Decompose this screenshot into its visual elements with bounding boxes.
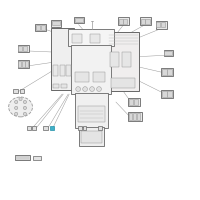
Circle shape (15, 100, 18, 104)
Bar (164, 51, 172, 55)
Bar (108, 32, 139, 91)
Bar (78, 106, 105, 122)
Bar (13, 89, 18, 93)
Circle shape (23, 106, 27, 110)
Bar (51, 28, 74, 90)
Bar (23, 46, 27, 51)
Bar (25, 61, 28, 67)
Bar (134, 99, 138, 105)
Bar (75, 93, 108, 128)
Circle shape (19, 97, 22, 101)
Bar (68, 29, 114, 46)
Bar (72, 34, 82, 43)
Bar (156, 22, 160, 27)
Bar (110, 52, 119, 67)
Bar (90, 34, 100, 43)
Bar (137, 113, 140, 120)
Bar (162, 69, 167, 75)
Bar (52, 21, 60, 25)
Bar (161, 68, 173, 76)
Bar (118, 17, 129, 25)
Bar (60, 65, 65, 76)
Circle shape (23, 100, 27, 104)
Bar (43, 126, 48, 130)
Bar (81, 131, 102, 143)
Bar (75, 18, 83, 22)
Bar (36, 25, 40, 30)
Bar (156, 21, 167, 28)
Circle shape (90, 87, 94, 91)
Bar (167, 91, 172, 97)
Bar (111, 78, 135, 88)
Bar (78, 126, 82, 130)
Bar (122, 52, 131, 67)
Circle shape (23, 112, 27, 115)
Bar (50, 126, 54, 130)
Bar (27, 126, 31, 130)
Bar (119, 19, 123, 24)
Bar (83, 126, 86, 130)
Bar (18, 60, 29, 68)
Bar (41, 25, 45, 30)
Bar (145, 19, 150, 24)
Bar (20, 89, 24, 93)
Bar (18, 46, 22, 51)
Bar (53, 65, 58, 76)
Bar (33, 156, 41, 160)
Bar (123, 19, 127, 24)
Bar (32, 126, 36, 130)
Bar (98, 126, 102, 130)
Bar (140, 17, 151, 25)
Bar (79, 127, 104, 146)
Bar (161, 22, 165, 27)
Bar (129, 99, 133, 105)
Circle shape (97, 87, 101, 91)
Bar (161, 90, 173, 98)
Bar (53, 84, 59, 88)
Bar (133, 113, 136, 120)
Bar (162, 91, 167, 97)
Bar (18, 61, 21, 67)
Bar (61, 84, 67, 88)
Bar (35, 24, 46, 31)
Circle shape (15, 112, 18, 115)
Bar (164, 50, 173, 56)
Bar (51, 20, 61, 27)
Bar (141, 19, 145, 24)
Bar (128, 98, 140, 106)
Bar (66, 65, 71, 76)
Bar (129, 113, 132, 120)
Ellipse shape (9, 97, 32, 117)
Circle shape (76, 87, 81, 91)
Bar (74, 17, 84, 23)
Bar (128, 112, 142, 121)
Circle shape (15, 106, 18, 110)
Bar (75, 72, 89, 82)
Bar (167, 69, 172, 75)
Circle shape (83, 87, 87, 91)
Bar (71, 45, 111, 94)
Bar (15, 155, 30, 160)
Bar (18, 45, 29, 52)
Bar (93, 72, 105, 82)
Bar (22, 61, 25, 67)
